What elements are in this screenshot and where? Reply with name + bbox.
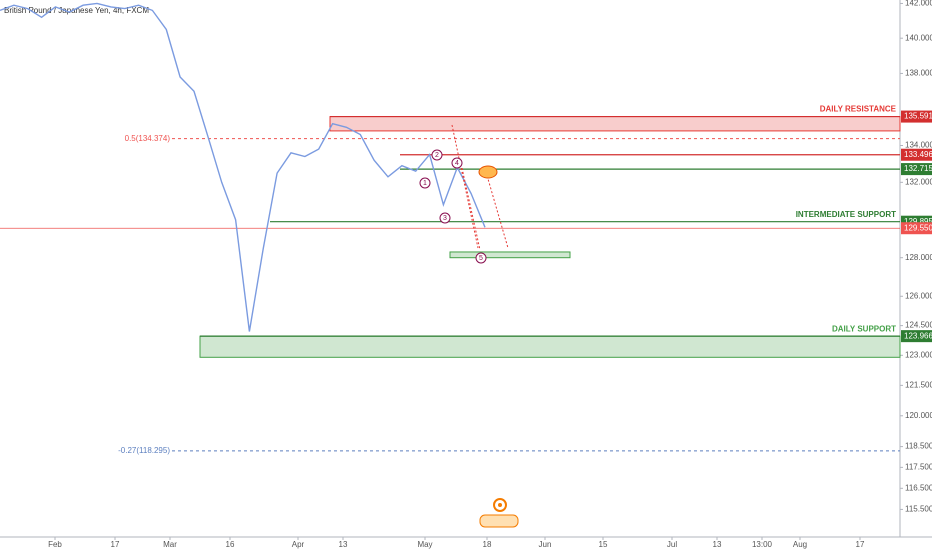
price-label-bg (901, 222, 932, 235)
price-label: 129.895 (904, 217, 932, 226)
x-tick-label: May (417, 540, 432, 549)
zone (199, 335, 901, 358)
price-label: 135.591 (904, 112, 932, 121)
x-tick-label: 18 (483, 540, 492, 549)
wave-circle (451, 157, 463, 169)
x-tick-label: Apr (292, 540, 305, 549)
y-tick-label: 116.500 (905, 483, 932, 492)
x-tick-label: 13 (339, 540, 348, 549)
y-tick-label: 126.000 (905, 291, 932, 300)
x-tick-label: 13 (713, 540, 722, 549)
projection-arrow (451, 124, 479, 249)
price-label: 129.550 (904, 223, 932, 232)
x-tick-label: 16 (226, 540, 235, 549)
fib-label: 0.5(134.374) (125, 134, 171, 143)
y-tick-label: 142.000 (905, 0, 932, 8)
y-tick-label: 123.000 (905, 350, 932, 359)
x-tick-label: 17 (856, 540, 865, 549)
fib-label: -0.27(118.295) (118, 446, 170, 455)
y-tick-label: 132.000 (905, 177, 932, 186)
level-text: INTERMEDIATE SUPPORT (796, 210, 896, 219)
zone-label: DAILY RESISTANCE (820, 105, 897, 114)
y-tick-label: 120.000 (905, 411, 932, 420)
y-tick-label: 140.000 (905, 33, 932, 42)
y-tick-label: 121.500 (905, 380, 932, 389)
chart-title: British Pound / Japanese Yen, 4h, FXCM (4, 6, 149, 15)
wave-circle (431, 149, 443, 161)
wave-circle (419, 177, 431, 189)
price-label-bg (901, 110, 932, 123)
wave-label: 5 (479, 255, 483, 262)
price-label-bg (901, 163, 932, 176)
wave-label: 1 (423, 180, 427, 187)
price-label: 132.715 (904, 164, 932, 173)
y-tick-label: 134.000 (905, 141, 932, 150)
zone-label: DAILY SUPPORT (832, 324, 896, 333)
projection-arrow (461, 167, 481, 251)
y-tick-label: 118.500 (905, 442, 932, 451)
x-tick-label: 15 (599, 540, 608, 549)
y-tick-label: 117.500 (905, 462, 932, 471)
x-tick-label: Aug (793, 540, 807, 549)
y-tick-label: 138.000 (905, 69, 932, 78)
x-tick-label: 17 (111, 540, 120, 549)
y-tick-label: 115.500 (905, 505, 932, 514)
wave-label: 2 (435, 152, 439, 159)
price-label: 123.966 (904, 331, 932, 340)
zone (449, 251, 571, 259)
wave-circle (475, 252, 487, 264)
wave-label: 3 (443, 215, 447, 222)
price-label-bg (901, 148, 932, 161)
y-tick-label: 128.000 (905, 253, 932, 262)
x-tick-label: 13:00 (752, 540, 773, 549)
projection-arrow (485, 171, 509, 249)
x-tick-label: Mar (163, 540, 177, 549)
target-marker (478, 165, 498, 179)
x-tick-label: Jun (539, 540, 552, 549)
zone (329, 116, 901, 132)
price-label: 133.496 (904, 150, 932, 159)
price-label-bg (901, 330, 932, 343)
wave-label: 4 (455, 160, 459, 167)
y-tick-label: 124.500 (905, 321, 932, 330)
logo (479, 498, 519, 528)
x-tick-label: Jul (667, 540, 677, 549)
x-tick-label: Feb (48, 540, 62, 549)
wave-circle (439, 212, 451, 224)
price-line (0, 2, 486, 332)
